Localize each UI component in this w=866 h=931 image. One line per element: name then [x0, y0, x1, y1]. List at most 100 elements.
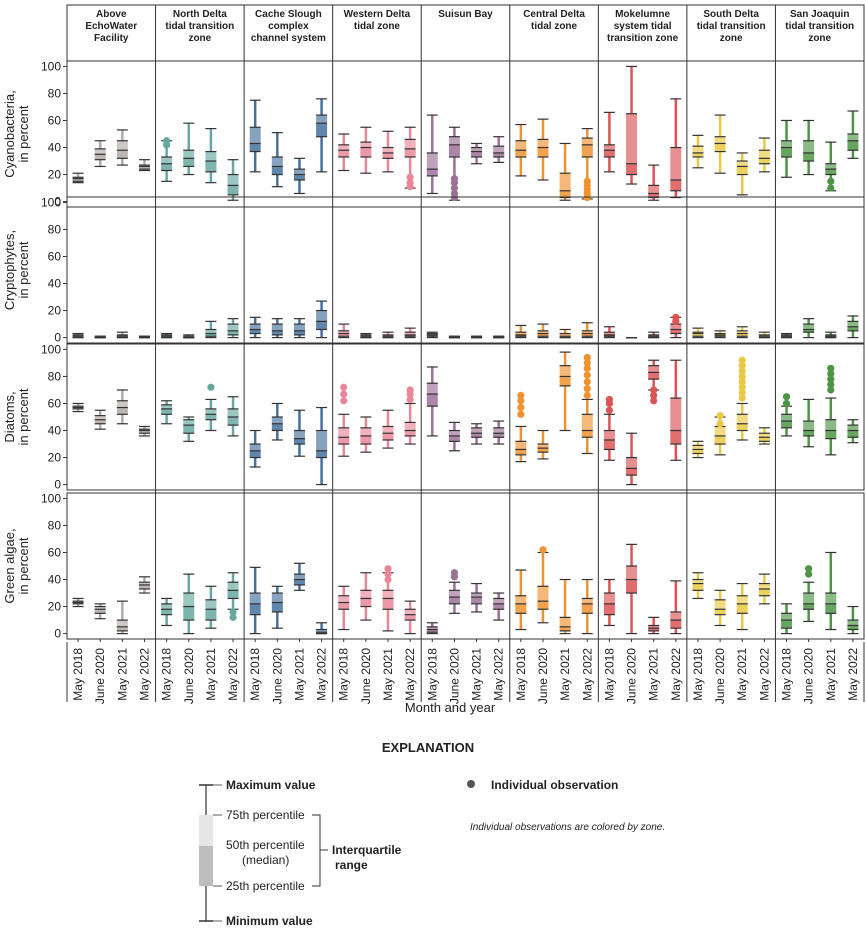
lower-quartile-box: [537, 147, 549, 157]
upper-quartile-box: [94, 336, 106, 338]
lower-quartile-box: [94, 419, 106, 424]
lower-quartile-box: [515, 150, 527, 157]
upper-quartile-box: [293, 169, 305, 175]
upper-quartile-box: [493, 146, 505, 153]
upper-quartile-box: [316, 115, 328, 124]
observation-point: [650, 391, 658, 399]
lower-quartile-box: [360, 435, 372, 445]
upper-quartile-box: [138, 336, 150, 338]
lower-quartile-box: [626, 468, 638, 476]
y-tick-label: 60: [48, 545, 62, 559]
upper-quartile-box: [205, 599, 217, 610]
y-tick-label: 100: [41, 195, 61, 209]
upper-quartile-box: [426, 152, 438, 170]
panel-frame: [66, 60, 865, 208]
lower-quartile-box: [249, 143, 261, 152]
lower-quartile-box: [227, 590, 239, 599]
upper-quartile-box: [404, 332, 416, 335]
upper-quartile-box: [736, 330, 748, 334]
lower-quartile-box: [670, 179, 682, 191]
observation-point: [583, 353, 591, 362]
observation-point: [450, 175, 459, 183]
observation-point: [805, 565, 813, 573]
observation-point: [583, 371, 591, 379]
lower-quartile-box: [116, 626, 128, 631]
upper-quartile-box: [249, 444, 261, 451]
lower-quartile-box: [515, 334, 527, 337]
upper-quartile-box: [316, 430, 328, 451]
panel-frame: [66, 196, 865, 344]
x-tick-label: May 2022: [137, 648, 151, 701]
upper-quartile-box: [426, 333, 438, 335]
x-tick-label: May 2021: [204, 648, 218, 701]
panel-frame: [66, 492, 865, 640]
upper-quartile-box: [471, 147, 483, 152]
zone-header-label: Cache Slough: [255, 9, 322, 20]
legend-min-label: Minimum value: [226, 914, 313, 928]
x-tick-label: May 2022: [757, 648, 771, 701]
x-tick-label: May 2018: [514, 648, 528, 701]
y-tick-label: 100: [41, 59, 61, 73]
upper-quartile-box: [94, 148, 106, 155]
upper-quartile-box: [227, 174, 239, 186]
observation-point: [738, 372, 746, 381]
zone-header-label: Above: [96, 9, 127, 20]
observation-point: [738, 367, 746, 375]
y-axis-label: in percent: [16, 388, 31, 445]
observation-point: [517, 403, 525, 412]
x-tick-label: May 2018: [691, 648, 705, 701]
upper-quartile-box: [382, 426, 394, 434]
lower-quartile-box: [205, 333, 217, 337]
upper-quartile-box: [603, 144, 615, 151]
upper-quartile-box: [227, 408, 239, 417]
lower-quartile-box: [847, 625, 859, 630]
upper-quartile-box: [581, 138, 593, 145]
lower-quartile-box: [781, 147, 793, 157]
lower-quartile-box: [382, 433, 394, 440]
upper-quartile-box: [803, 593, 815, 604]
lower-quartile-box: [161, 408, 173, 415]
observation-point: [163, 141, 171, 149]
observation-point: [406, 179, 414, 187]
lower-quartile-box: [293, 438, 305, 445]
upper-quartile-box: [94, 606, 106, 610]
lower-quartile-box: [758, 437, 770, 442]
upper-quartile-box: [227, 582, 239, 591]
upper-quartile-box: [448, 136, 460, 145]
lower-quartile-box: [758, 588, 770, 596]
y-axis-label: Green algae,: [2, 528, 17, 603]
observation-point: [340, 397, 348, 405]
lower-quartile-box: [94, 154, 106, 160]
upper-quartile-box: [360, 142, 372, 148]
y-tick-label: 20: [48, 451, 62, 465]
observation-point: [672, 313, 680, 321]
y-axis-label: Cyanobacteria,: [2, 90, 17, 177]
upper-quartile-box: [471, 593, 483, 598]
observation-point: [716, 412, 724, 420]
lower-quartile-box: [271, 166, 283, 175]
observation-point: [384, 575, 392, 584]
upper-quartile-box: [825, 593, 837, 604]
legend-p25-label: 25th percentile: [226, 879, 305, 893]
upper-quartile-box: [803, 324, 815, 330]
upper-quartile-box: [360, 427, 372, 436]
lower-quartile-box: [714, 143, 726, 152]
upper-quartile-box: [648, 334, 660, 337]
x-tick-label: May 2018: [160, 648, 174, 701]
lower-quartile-box: [183, 158, 195, 167]
lower-quartile-box: [603, 150, 615, 157]
lower-quartile-box: [338, 437, 350, 445]
observation-point: [827, 375, 835, 383]
upper-quartile-box: [670, 324, 682, 330]
lower-quartile-box: [781, 620, 793, 629]
upper-quartile-box: [161, 156, 173, 164]
upper-quartile-box: [670, 398, 682, 431]
upper-quartile-box: [138, 582, 150, 585]
lower-quartile-box: [825, 169, 837, 175]
x-tick-label: May 2018: [602, 648, 616, 701]
observation-point: [827, 386, 835, 394]
lower-quartile-box: [316, 632, 328, 634]
y-tick-label: 60: [48, 249, 62, 263]
upper-quartile-box: [803, 421, 815, 431]
upper-quartile-box: [338, 595, 350, 603]
